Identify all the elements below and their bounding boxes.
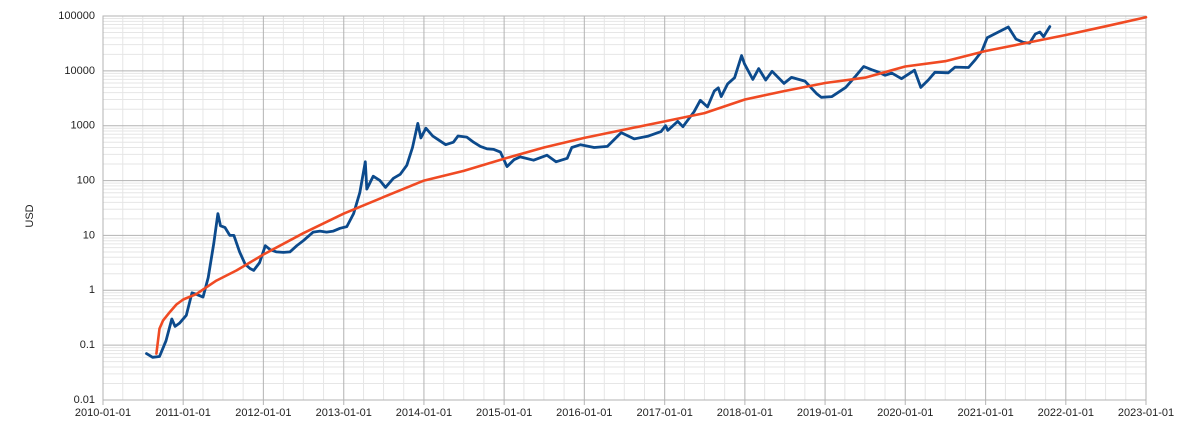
x-tick-label: 2016-01-01 xyxy=(556,407,612,419)
x-tick-label: 2011-01-01 xyxy=(155,407,210,419)
x-tick-label: 2012-01-01 xyxy=(235,407,291,419)
x-tick-label: 2017-01-01 xyxy=(637,407,693,419)
y-tick-label: 0.1 xyxy=(80,339,95,351)
y-tick-label: 100 xyxy=(77,174,95,186)
x-tick-label: 2010-01-01 xyxy=(75,407,131,419)
trend-line xyxy=(155,15,1148,355)
x-tick-label: 2015-01-01 xyxy=(476,407,532,419)
price-line xyxy=(145,25,1052,359)
x-tick-label: 2018-01-01 xyxy=(717,407,773,419)
y-axis-tick-labels: 0.01 0.1 1 10 100 1000 10000 100000 xyxy=(58,10,95,406)
y-tick-label: 1000 xyxy=(71,120,95,132)
y-axis-title: USD xyxy=(24,204,36,227)
x-tick-label: 2021-01-01 xyxy=(957,407,1013,419)
x-tick-label: 2020-01-01 xyxy=(877,407,933,419)
y-tick-label: 0.01 xyxy=(74,394,95,406)
x-tick-label: 2014-01-01 xyxy=(396,407,452,419)
x-tick-label: 2023-01-01 xyxy=(1118,407,1174,419)
y-tick-label: 100000 xyxy=(58,10,95,22)
x-tick-label: 2022-01-01 xyxy=(1038,407,1094,419)
y-tick-label: 1 xyxy=(89,284,95,296)
x-tick-label: 2019-01-01 xyxy=(797,407,853,419)
x-axis-tick-labels: 2010-01-01 2011-01-01 2012-01-01 2013-01-01… xyxy=(75,407,1174,419)
y-tick-label: 10 xyxy=(83,229,95,241)
minor-gridlines xyxy=(103,16,1146,400)
plot-area-border xyxy=(102,15,1147,401)
x-tick-label: 2013-01-01 xyxy=(316,407,372,419)
y-tick-label: 10000 xyxy=(64,65,95,77)
series-layer xyxy=(145,15,1148,359)
